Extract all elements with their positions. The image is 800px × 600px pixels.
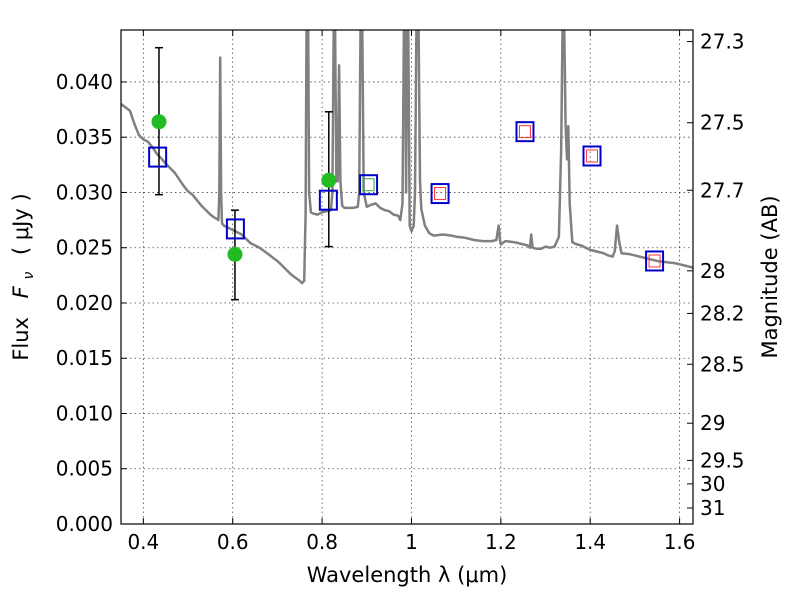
y-tick-label: 0.025 <box>56 236 113 260</box>
y2-tick-label: 27.3 <box>700 30 745 54</box>
model-point <box>148 146 168 168</box>
model-point <box>225 218 245 240</box>
model-point-inner <box>648 254 661 268</box>
y2-tick-label: 29.5 <box>700 448 745 472</box>
spectrum-line <box>121 30 693 285</box>
model-points <box>148 121 665 272</box>
observed-point <box>227 246 243 262</box>
model-point-inner <box>518 125 531 139</box>
y-axis-label-subscript: ν <box>21 272 37 280</box>
y2-axis-label: Magnitude (AB) <box>758 195 782 358</box>
model-point-inner <box>434 187 447 201</box>
x-tick-label: 0.4 <box>127 530 159 554</box>
model-spectrum <box>121 30 693 285</box>
model-point-inner <box>586 149 599 163</box>
y-axis-label-symbol: F <box>9 285 33 298</box>
y2-tick-label: 28 <box>700 259 725 283</box>
x-tick-label: 0.8 <box>306 530 338 554</box>
y-axis-label: Flux F ν ( μJy ) <box>9 193 38 360</box>
y2-tick-label: 28.5 <box>700 352 745 376</box>
y-axis-label-text: Flux <box>9 317 33 361</box>
model-point <box>359 174 379 196</box>
model-point <box>582 145 602 167</box>
y2-tick-label: 27.7 <box>700 178 745 202</box>
y2-tick-label: 27.5 <box>700 111 745 135</box>
y-tick-label: 0.010 <box>56 401 113 425</box>
y-tick-label: 0.005 <box>56 457 113 481</box>
y-tick-label: 0.015 <box>56 346 113 370</box>
x-axis-label: Wavelength λ (μm) <box>307 563 508 587</box>
y-tick-label: 0.030 <box>56 180 113 204</box>
plot-frame <box>120 29 694 525</box>
x-tick-label: 1.2 <box>485 530 517 554</box>
y2-tick-label: 29 <box>700 411 725 435</box>
x-tick-label: 1.4 <box>574 530 606 554</box>
y2-tick-label: 31 <box>700 496 725 520</box>
model-point <box>318 189 338 211</box>
axis-ticks: 0.4 0.6 0.8 1 1.2 1.4 1.6 0.000 0.005 0.010 0.015 0… <box>56 30 745 554</box>
y-tick-label: 0.040 <box>56 70 113 94</box>
x-tick-label: 1.6 <box>664 530 696 554</box>
model-point <box>430 183 450 205</box>
model-point <box>645 250 665 272</box>
observed-points <box>151 114 337 262</box>
y-axis-label-unit: ( μJy ) <box>9 193 33 255</box>
observed-point <box>151 114 167 130</box>
model-point-inner <box>362 178 375 192</box>
y-tick-label: 0.035 <box>56 125 113 149</box>
x-tick-label: 1 <box>405 530 418 554</box>
y-tick-label: 0.020 <box>56 291 113 315</box>
x-tick-label: 0.6 <box>217 530 249 554</box>
observed-point <box>321 172 337 188</box>
y2-tick-label: 30 <box>700 472 725 496</box>
y-tick-label: 0.000 <box>56 512 113 536</box>
model-point <box>515 121 535 143</box>
y2-tick-label: 28.2 <box>700 301 745 325</box>
